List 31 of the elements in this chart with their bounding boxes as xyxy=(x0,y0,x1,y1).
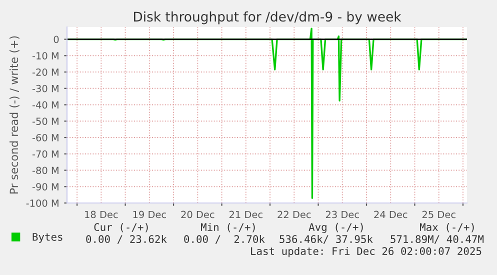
y-tick-label: -30 M xyxy=(32,84,58,92)
text: Last update: Fri Dec 26 02:00:07 2025 xyxy=(251,246,482,258)
x-tick-label: 22 Dec xyxy=(278,210,311,218)
y-tick-label: -100 M xyxy=(26,199,58,207)
y-tick-label: -80 M xyxy=(32,166,58,174)
y-tick-label: -60 M xyxy=(32,134,58,142)
text: Min (-/+) xyxy=(200,222,255,232)
text: Avg (-/+) xyxy=(308,222,363,234)
x-tick-label: 21 Dec xyxy=(229,210,262,218)
x-tick-label: 25 Dec xyxy=(422,210,456,218)
x-tick-label: 24 Dec xyxy=(374,210,408,218)
x-tick-label: 23 Dec xyxy=(326,210,359,218)
legend-label: Bytes xyxy=(32,233,62,243)
y-tick-label: 0 xyxy=(54,36,59,44)
y-tick-label: -40 M xyxy=(32,101,58,109)
y-tick-label: -90 M xyxy=(32,183,58,190)
y-tick-label: -10 M xyxy=(32,52,58,60)
x-tick-label: 18 Dec xyxy=(85,210,118,218)
y-axis-title: Pr second read (-) / write (+) xyxy=(10,36,20,194)
x-tick-label: 20 Dec xyxy=(181,210,214,218)
y-tick-label: -20 M xyxy=(32,68,58,76)
x-tick-label: 19 Dec xyxy=(133,210,166,218)
text: 0.00 / 23.62k xyxy=(86,234,167,244)
text: Cur (-/+) xyxy=(94,223,148,232)
chart-title: Disk throughput for /dev/dm-9 - by week xyxy=(134,11,402,24)
y-tick-label: -70 M xyxy=(32,150,58,158)
text: 536.46k/ 37.95k xyxy=(280,234,373,244)
text: 571.89M/ 40.47M xyxy=(390,235,484,244)
text: Max (-/+) xyxy=(420,223,474,232)
text: 0.00 / 2.70k xyxy=(184,234,265,244)
y-tick-label: -50 M xyxy=(32,118,58,125)
